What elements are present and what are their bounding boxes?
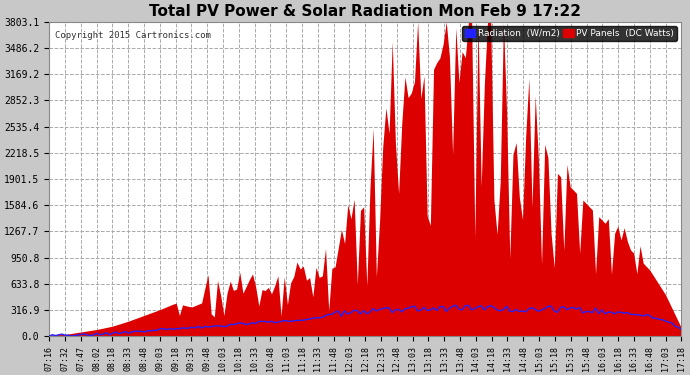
Text: Copyright 2015 Cartronics.com: Copyright 2015 Cartronics.com [55,31,211,40]
Title: Total PV Power & Solar Radiation Mon Feb 9 17:22: Total PV Power & Solar Radiation Mon Feb… [149,4,581,19]
Legend: Radiation  (W/m2), PV Panels  (DC Watts): Radiation (W/m2), PV Panels (DC Watts) [462,26,677,40]
